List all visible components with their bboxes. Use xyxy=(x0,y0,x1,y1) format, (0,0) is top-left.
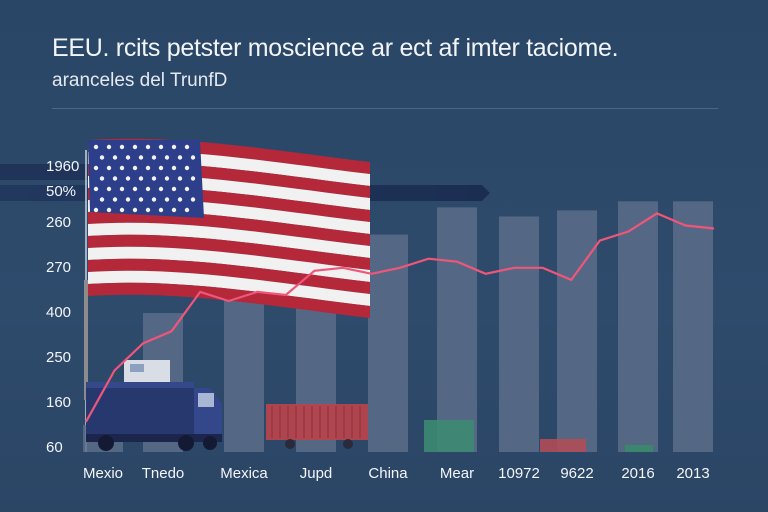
bar xyxy=(499,216,539,452)
y-axis-ticks: 1960 50% 260 270 400 250 160 60 xyxy=(46,158,79,456)
bar xyxy=(437,207,477,452)
y-tick-label: 250 xyxy=(46,349,71,366)
x-tick-label: Mexica xyxy=(220,465,268,482)
y-tick-label: 400 xyxy=(46,304,71,321)
y-tick-label: 1960 xyxy=(46,158,79,175)
x-axis-ticks: Mexio Tnedo Mexica Jupd China Mear 10972 9622 20… xyxy=(83,465,710,482)
y-tick-label: 50% xyxy=(46,183,76,200)
x-tick-label: Mear xyxy=(440,465,474,482)
x-tick-label: Mexio xyxy=(83,465,123,482)
bar xyxy=(618,201,658,452)
y-tick-label: 60 xyxy=(46,439,63,456)
y-tick-label: 260 xyxy=(46,214,71,231)
x-tick-label: Tnedo xyxy=(142,465,185,482)
bar xyxy=(673,201,713,452)
bar xyxy=(557,210,597,452)
x-tick-label: Jupd xyxy=(300,465,333,482)
x-tick-label: 2016 xyxy=(621,465,654,482)
x-tick-label: 2013 xyxy=(676,465,709,482)
y-tick-label: 160 xyxy=(46,394,71,411)
x-tick-label: China xyxy=(368,465,408,482)
x-tick-label: 10972 xyxy=(498,465,540,482)
y-tick-label: 270 xyxy=(46,259,71,276)
x-tick-label: 9622 xyxy=(560,465,593,482)
truck-icon xyxy=(86,360,222,451)
